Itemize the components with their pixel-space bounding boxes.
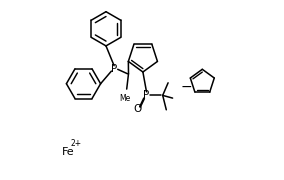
Text: Me: Me: [119, 94, 131, 103]
Text: P: P: [111, 64, 117, 74]
Text: O: O: [133, 104, 142, 114]
Text: −: −: [180, 79, 192, 93]
Text: 2+: 2+: [71, 139, 82, 148]
Text: P: P: [143, 90, 150, 100]
Text: Fe: Fe: [62, 147, 74, 157]
